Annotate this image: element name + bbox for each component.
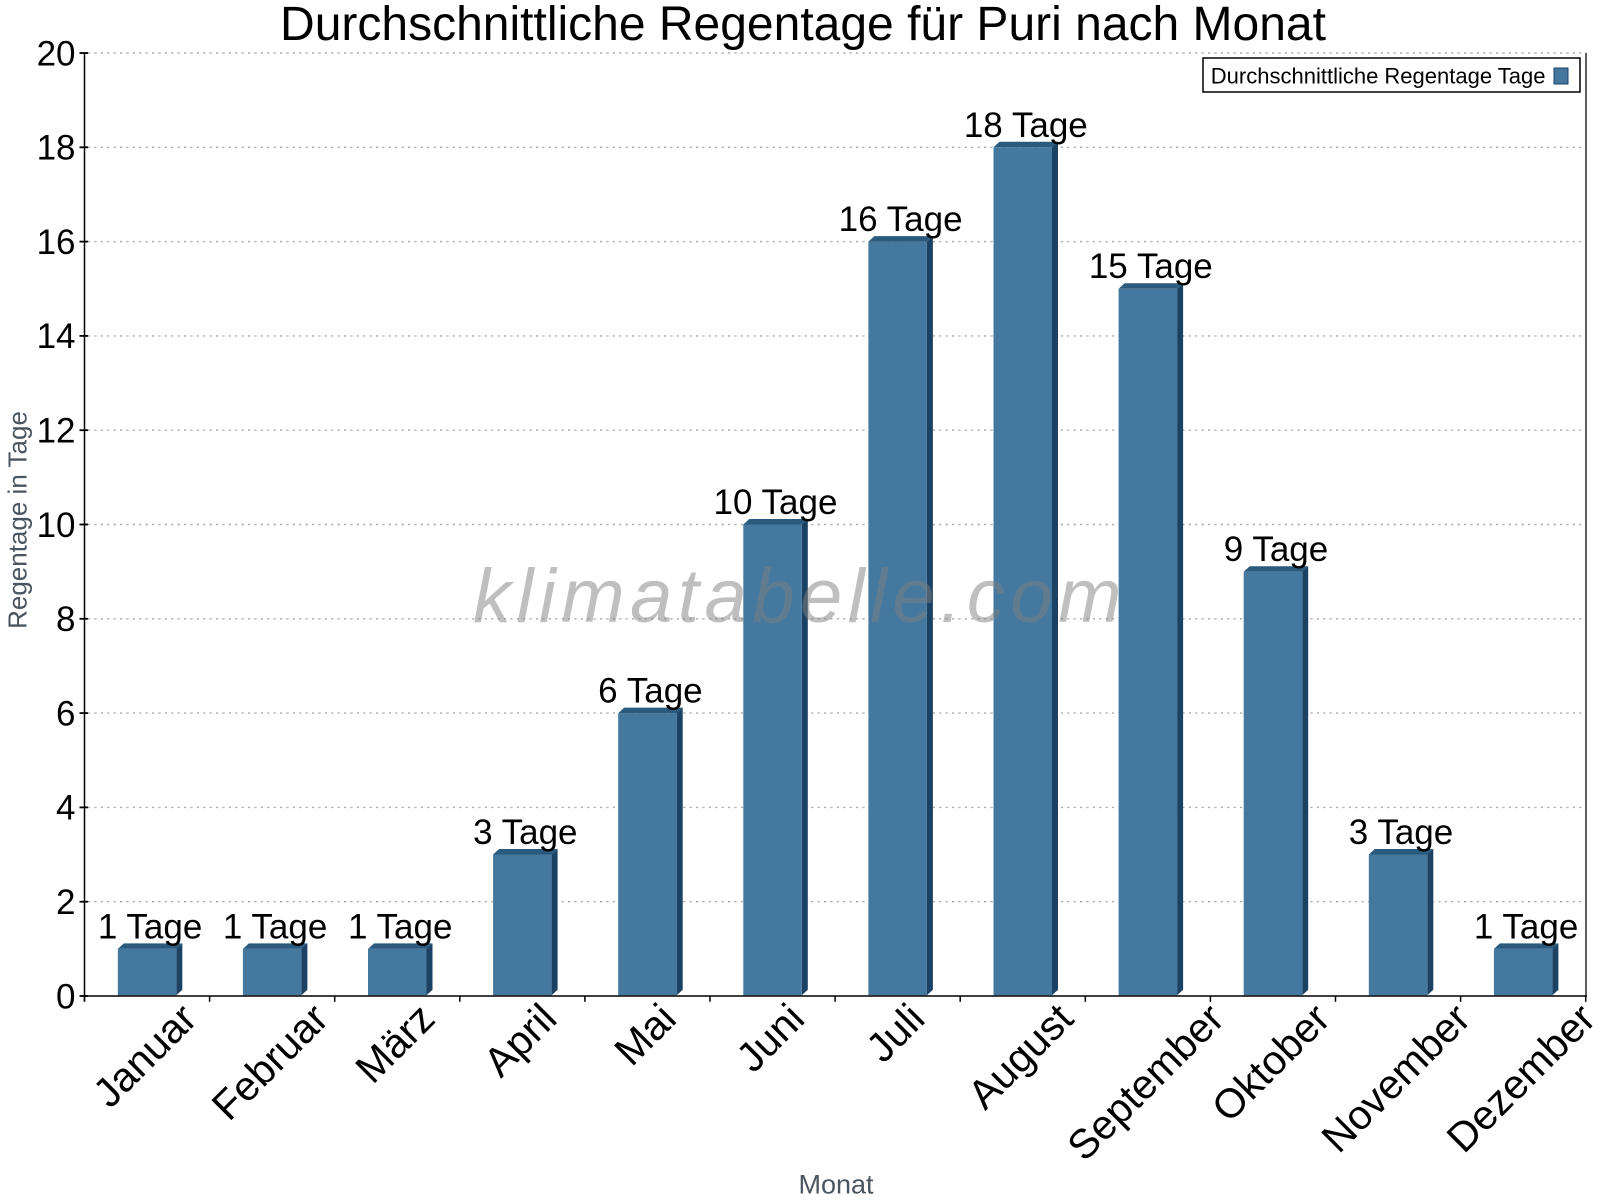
svg-text:9 Tage: 9 Tage bbox=[1224, 530, 1328, 569]
svg-text:8: 8 bbox=[56, 600, 75, 639]
svg-text:Regentage in Tage: Regentage in Tage bbox=[3, 411, 33, 629]
svg-text:10 Tage: 10 Tage bbox=[714, 483, 838, 522]
svg-text:6: 6 bbox=[56, 694, 75, 733]
svg-text:1 Tage: 1 Tage bbox=[98, 907, 202, 946]
svg-text:1 Tage: 1 Tage bbox=[223, 907, 327, 946]
svg-text:4: 4 bbox=[56, 789, 75, 828]
svg-text:klimatabelle.com: klimatabelle.com bbox=[473, 554, 1127, 639]
svg-text:Durchschnittliche Regentage fü: Durchschnittliche Regentage für Puri nac… bbox=[280, 0, 1326, 51]
svg-text:16 Tage: 16 Tage bbox=[839, 200, 963, 239]
svg-text:18 Tage: 18 Tage bbox=[964, 106, 1088, 145]
svg-text:2: 2 bbox=[56, 883, 75, 922]
svg-text:10: 10 bbox=[37, 506, 76, 545]
svg-text:0: 0 bbox=[56, 977, 75, 1016]
svg-text:16: 16 bbox=[37, 223, 76, 262]
svg-text:1 Tage: 1 Tage bbox=[1474, 907, 1578, 946]
svg-text:18: 18 bbox=[37, 129, 76, 168]
svg-text:Monat: Monat bbox=[798, 1170, 874, 1200]
svg-text:3 Tage: 3 Tage bbox=[473, 813, 577, 852]
svg-text:Durchschnittliche Regentage Ta: Durchschnittliche Regentage Tage bbox=[1211, 64, 1546, 89]
svg-text:15 Tage: 15 Tage bbox=[1089, 247, 1213, 286]
svg-text:3 Tage: 3 Tage bbox=[1349, 813, 1453, 852]
svg-text:20: 20 bbox=[37, 34, 76, 73]
svg-text:6 Tage: 6 Tage bbox=[598, 672, 702, 711]
svg-text:14: 14 bbox=[37, 317, 76, 356]
svg-text:1 Tage: 1 Tage bbox=[348, 907, 452, 946]
svg-text:12: 12 bbox=[37, 412, 76, 451]
